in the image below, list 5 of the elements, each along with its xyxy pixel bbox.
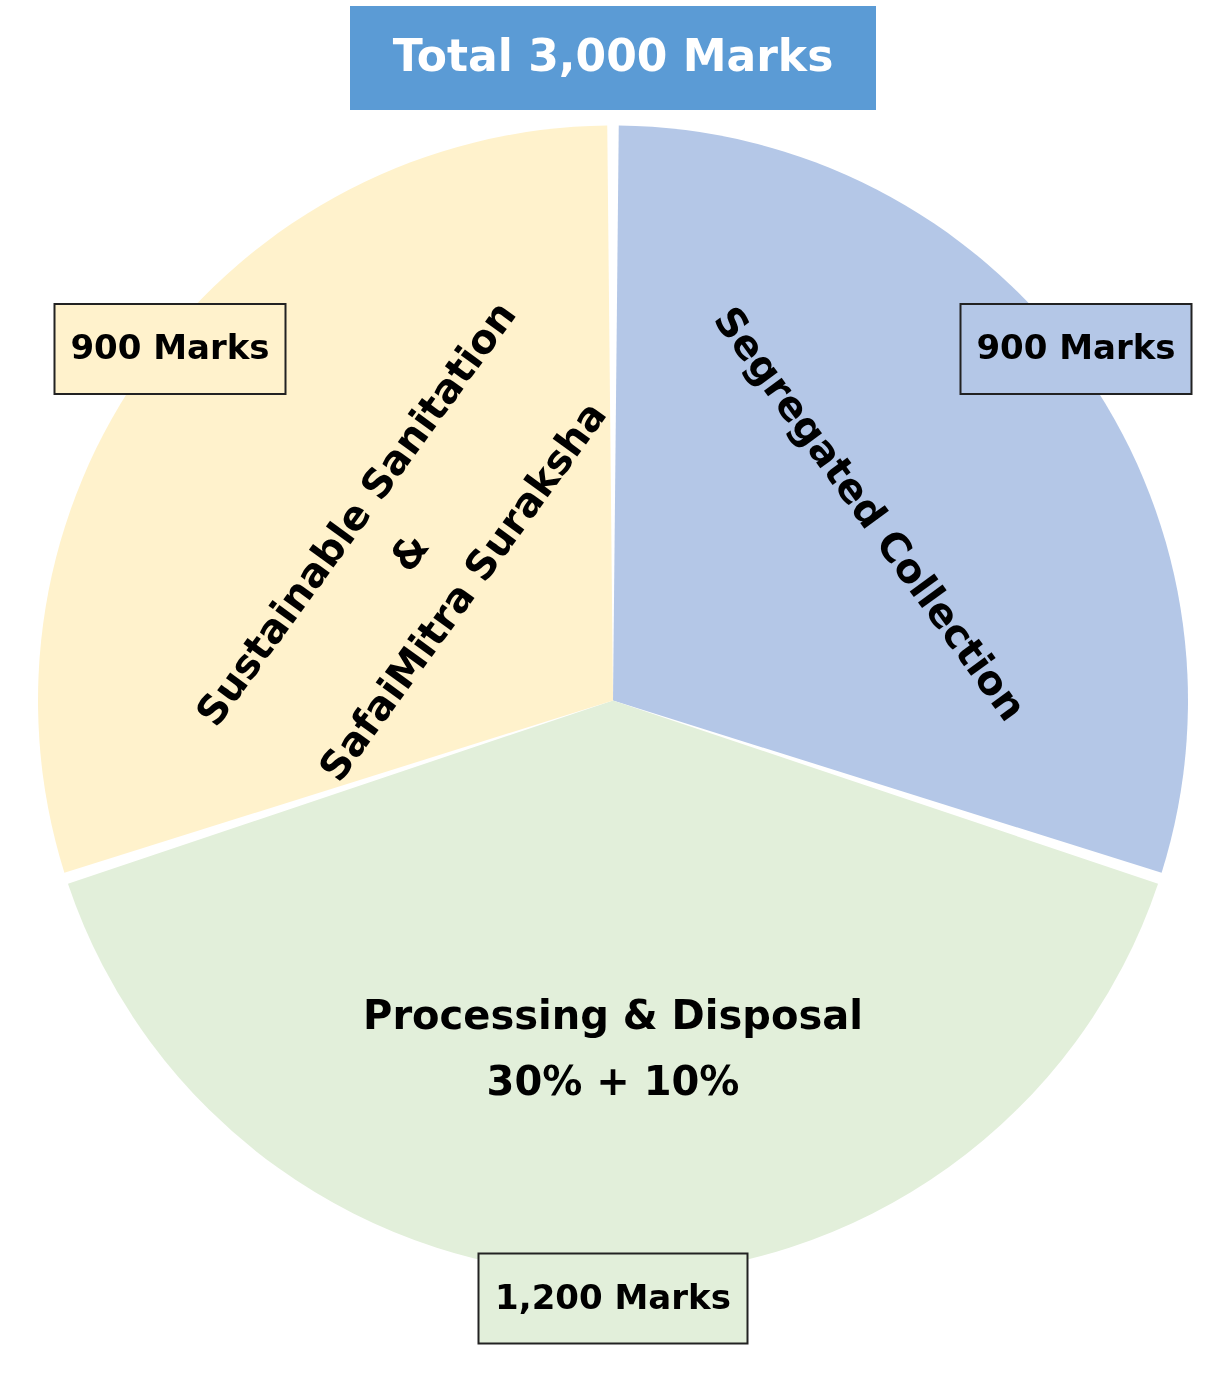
data-label: 1,200 Marks (495, 1276, 731, 1317)
slice-label: Processing & Disposal 30% + 10% (363, 991, 863, 1104)
data-label: 900 Marks (976, 327, 1176, 367)
data-label: 900 Marks (70, 327, 270, 367)
chart-title: Total 3,000 Marks (392, 30, 834, 81)
